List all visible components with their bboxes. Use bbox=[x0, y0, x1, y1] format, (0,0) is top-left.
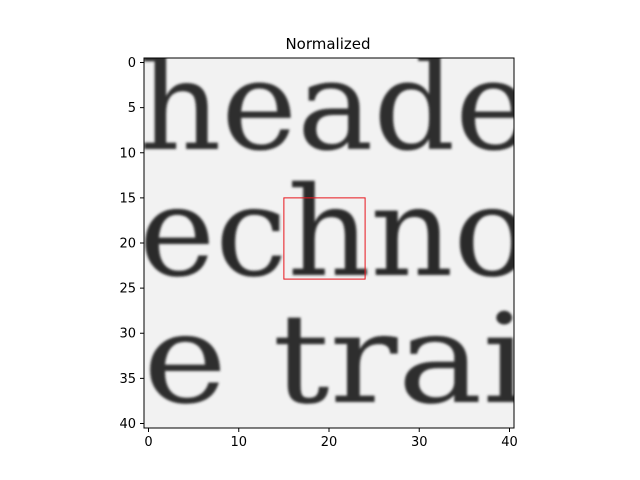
y-tick-label: 15 bbox=[119, 191, 136, 206]
y-axis: 0 5 10 15 20 25 30 35 40 bbox=[119, 56, 144, 432]
x-tick-label: 10 bbox=[230, 435, 247, 450]
x-tick-label: 40 bbox=[501, 435, 518, 450]
x-tick-label: 20 bbox=[321, 435, 338, 450]
y-tick-label: 20 bbox=[119, 237, 136, 252]
y-tick-label: 35 bbox=[119, 372, 136, 387]
y-tick-label: 25 bbox=[119, 282, 136, 297]
heatmap-image: heade echno e trai bbox=[139, 35, 531, 432]
text-line-1: heade bbox=[139, 35, 531, 179]
chart-title: Normalized bbox=[285, 35, 370, 53]
y-tick-label: 30 bbox=[119, 327, 136, 342]
text-line-3: e trai bbox=[143, 288, 528, 432]
x-tick-label: 30 bbox=[411, 435, 428, 450]
x-axis: 0 10 20 30 40 bbox=[144, 428, 517, 450]
x-tick-label: 0 bbox=[144, 435, 152, 450]
y-tick-label: 5 bbox=[128, 101, 136, 116]
y-tick-label: 0 bbox=[128, 56, 136, 71]
y-tick-label: 10 bbox=[119, 146, 136, 161]
y-tick-label: 40 bbox=[119, 417, 136, 432]
text-line-2: echno bbox=[139, 161, 531, 305]
